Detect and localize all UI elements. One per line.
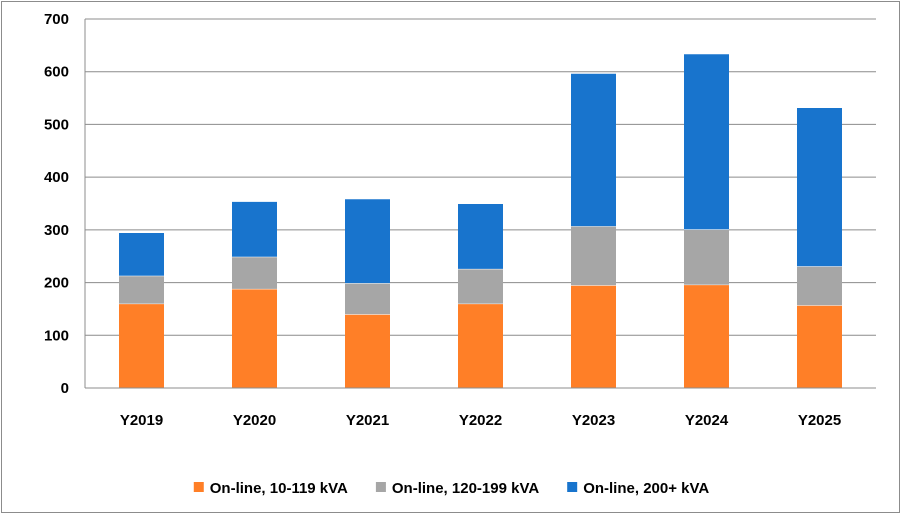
bar-y2024-series-3 — [684, 53, 729, 230]
bar-y2024-series-2 — [684, 229, 729, 285]
y-tick-label: 400 — [44, 169, 69, 186]
legend: On-line, 10-119 kVA On-line, 120-199 kVA O… — [193, 480, 709, 497]
bar-y2021-series-2 — [345, 283, 390, 315]
legend-swatch — [567, 482, 578, 492]
bar-y2022-series-3 — [458, 203, 503, 269]
y-tick-label: 500 — [44, 116, 69, 133]
legend-item-2: On-line, 120-199 kVA — [375, 480, 539, 497]
x-tick-label: Y2019 — [120, 412, 163, 429]
bar-y2024-series-1 — [684, 284, 729, 388]
x-tick-label: Y2023 — [572, 412, 615, 429]
x-tick-label: Y2020 — [233, 412, 276, 429]
legend-label: On-line, 200+ kVA — [583, 480, 709, 497]
y-tick-label: 200 — [44, 275, 69, 292]
y-tick-label: 600 — [44, 64, 69, 81]
axes — [84, 19, 876, 389]
x-tick-labels: Y2019 Y2020 Y2021 Y2022 Y2023 Y2024 Y2025 — [120, 412, 841, 429]
bar-y2021-series-1 — [345, 314, 390, 388]
bar-y2020-series-2 — [232, 256, 277, 289]
bar-y2023-series-1 — [571, 285, 616, 388]
y-tick-label: 300 — [44, 222, 69, 239]
y-tick-label: 700 — [44, 11, 69, 28]
legend-item-1: On-line, 10-119 kVA — [193, 480, 348, 497]
bar-y2022-series-1 — [458, 303, 503, 388]
x-tick-label: Y2025 — [798, 412, 841, 429]
bar-y2023-series-3 — [571, 73, 616, 227]
legend-swatch — [193, 482, 204, 492]
x-tick-label: Y2024 — [685, 412, 729, 429]
bar-y2019-series-2 — [119, 275, 164, 304]
y-tick-label: 0 — [61, 380, 69, 397]
legend-item-3: On-line, 200+ kVA — [567, 480, 709, 497]
bar-y2020-series-1 — [232, 288, 277, 388]
bar-y2025-series-1 — [797, 305, 842, 388]
bar-y2019-series-3 — [119, 232, 164, 276]
legend-swatch — [375, 482, 386, 492]
x-tick-label: Y2021 — [346, 412, 389, 429]
bar-y2019-series-1 — [119, 303, 164, 388]
bar-y2025-series-2 — [797, 266, 842, 306]
bar-y2020-series-3 — [232, 201, 277, 257]
y-tick-label: 100 — [44, 327, 69, 344]
bar-y2021-series-3 — [345, 198, 390, 284]
bar-y2023-series-2 — [571, 226, 616, 286]
bar-y2025-series-3 — [797, 107, 842, 267]
x-tick-label: Y2022 — [459, 412, 502, 429]
bar-y2022-series-2 — [458, 268, 503, 304]
bars — [119, 53, 842, 388]
legend-label: On-line, 10-119 kVA — [210, 480, 348, 497]
y-tick-labels: 0 100 200 300 400 500 600 700 — [44, 11, 69, 397]
legend-label: On-line, 120-199 kVA — [392, 480, 539, 497]
